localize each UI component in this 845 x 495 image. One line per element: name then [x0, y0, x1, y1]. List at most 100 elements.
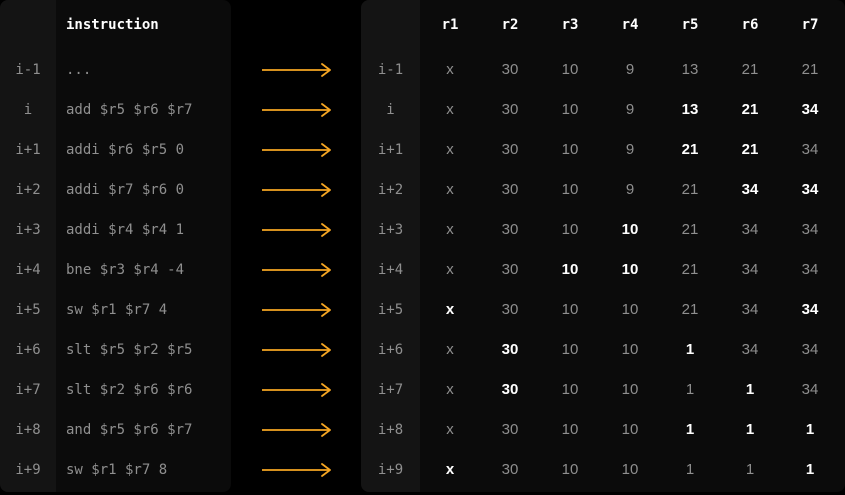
register-value-r5: 13 — [681, 101, 699, 118]
register-value-r5: 1 — [685, 421, 695, 438]
register-value-r2: 30 — [501, 221, 519, 238]
register-value-r6: 34 — [741, 341, 759, 358]
register-value-r7: 1 — [805, 421, 815, 438]
state-index: i+3 — [377, 222, 404, 238]
register-value-r6: 34 — [741, 261, 759, 278]
register-value-r2: 30 — [501, 341, 519, 358]
instruction-index: i+8 — [15, 422, 41, 438]
instruction-index: i+1 — [15, 142, 41, 158]
register-value-r3: 10 — [561, 421, 579, 438]
register-value-r5: 1 — [685, 341, 695, 358]
register-header-r4: r4 — [621, 17, 639, 33]
arrow-right-icon — [262, 63, 331, 77]
state-index: i+2 — [377, 182, 404, 198]
instruction-index: i — [23, 102, 33, 118]
instruction-index: i-1 — [15, 62, 41, 78]
register-value-r7: 34 — [801, 221, 819, 238]
state-index: i+1 — [377, 142, 404, 158]
register-value-r7: 21 — [801, 61, 819, 78]
register-value-r4: 9 — [625, 141, 635, 158]
register-value-r3: 10 — [561, 101, 579, 118]
register-value-r6: 21 — [741, 101, 759, 118]
register-value-r3: 10 — [561, 301, 579, 318]
register-value-r4: 10 — [621, 461, 639, 478]
register-value-r6: 34 — [741, 221, 759, 238]
register-value-r1: x — [446, 141, 454, 158]
register-value-r5: 1 — [685, 381, 695, 398]
instruction-text: sw $r1 $r7 8 — [66, 462, 168, 478]
register-value-r1: x — [446, 181, 454, 198]
instruction-index: i+4 — [15, 262, 41, 278]
instruction-index: i+5 — [15, 302, 41, 318]
register-value-r7: 34 — [801, 381, 819, 398]
register-value-r7: 34 — [801, 181, 819, 198]
register-value-r3: 10 — [561, 341, 579, 358]
arrow-right-icon — [262, 423, 331, 437]
arrow-right-icon — [262, 343, 331, 357]
state-index: i+9 — [377, 462, 404, 478]
instruction-index: i+6 — [15, 342, 41, 358]
register-value-r1: x — [446, 221, 454, 238]
register-value-r7: 34 — [801, 301, 819, 318]
register-value-r1: x — [446, 381, 454, 398]
register-value-r7: 1 — [805, 461, 815, 478]
arrow-right-icon — [262, 223, 331, 237]
arrow-right-icon — [262, 263, 331, 277]
register-value-r2: 30 — [501, 141, 519, 158]
register-value-r2: 30 — [501, 61, 519, 78]
register-value-r2: 30 — [501, 421, 519, 438]
instruction-text: addi $r7 $r6 0 — [66, 182, 185, 198]
register-header-r5: r5 — [681, 17, 699, 33]
register-value-r3: 10 — [561, 181, 579, 198]
register-value-r1: x — [446, 101, 454, 118]
register-value-r2: 30 — [501, 461, 519, 478]
register-header-r7: r7 — [801, 17, 819, 33]
state-index: i — [386, 102, 395, 118]
register-header-r2: r2 — [501, 17, 519, 33]
register-value-r4: 10 — [621, 301, 639, 318]
instruction-text: slt $r5 $r2 $r5 — [66, 342, 193, 358]
register-value-r3: 10 — [561, 141, 579, 158]
instruction-index: i+7 — [15, 382, 41, 398]
register-value-r3: 10 — [561, 61, 579, 78]
register-value-r2: 30 — [501, 301, 519, 318]
state-index: i+8 — [377, 422, 404, 438]
register-value-r5: 21 — [681, 261, 699, 278]
state-index: i+4 — [377, 262, 404, 278]
arrow-right-icon — [262, 183, 331, 197]
register-value-r6: 34 — [741, 301, 759, 318]
register-value-r5: 13 — [681, 61, 699, 78]
register-value-r5: 21 — [681, 301, 699, 318]
instruction-text: bne $r3 $r4 -4 — [66, 262, 185, 278]
register-value-r1: x — [445, 461, 455, 478]
state-index: i-1 — [377, 62, 404, 78]
arrow-right-icon — [262, 143, 331, 157]
register-value-r6: 21 — [741, 141, 759, 158]
arrow-right-icon — [262, 303, 331, 317]
instruction-index: i+3 — [15, 222, 41, 238]
register-value-r3: 10 — [561, 461, 579, 478]
register-value-r1: x — [446, 261, 454, 278]
arrow-right-icon — [262, 463, 331, 477]
register-value-r3: 10 — [561, 381, 579, 398]
register-value-r6: 21 — [741, 61, 759, 78]
register-value-r4: 10 — [621, 421, 639, 438]
state-index: i+6 — [377, 342, 404, 358]
register-value-r1: x — [445, 301, 455, 318]
register-value-r4: 9 — [625, 181, 635, 198]
register-value-r6: 1 — [745, 461, 755, 478]
register-value-r2: 30 — [501, 261, 519, 278]
state-index: i+7 — [377, 382, 404, 398]
instruction-index: i+2 — [15, 182, 41, 198]
instruction-table: instruction i-1... i add $r5 $r6 $r7 i+1 add… — [0, 0, 231, 492]
instruction-text: slt $r2 $r6 $r6 — [66, 382, 193, 398]
register-value-r7: 34 — [801, 261, 819, 278]
register-header-r6: r6 — [741, 17, 759, 33]
instruction-index: i+9 — [15, 462, 41, 478]
register-value-r4: 9 — [625, 61, 635, 78]
register-table: r1 r2 r3 r4 r5 r6 r7 i-1 x 30 10 9 13 21 21 i x 30 10 9 13 21… — [361, 0, 845, 492]
register-value-r5: 21 — [681, 141, 699, 158]
register-value-r5: 21 — [681, 181, 699, 198]
arrow-right-icon — [262, 383, 331, 397]
instruction-header: instruction — [66, 17, 159, 33]
